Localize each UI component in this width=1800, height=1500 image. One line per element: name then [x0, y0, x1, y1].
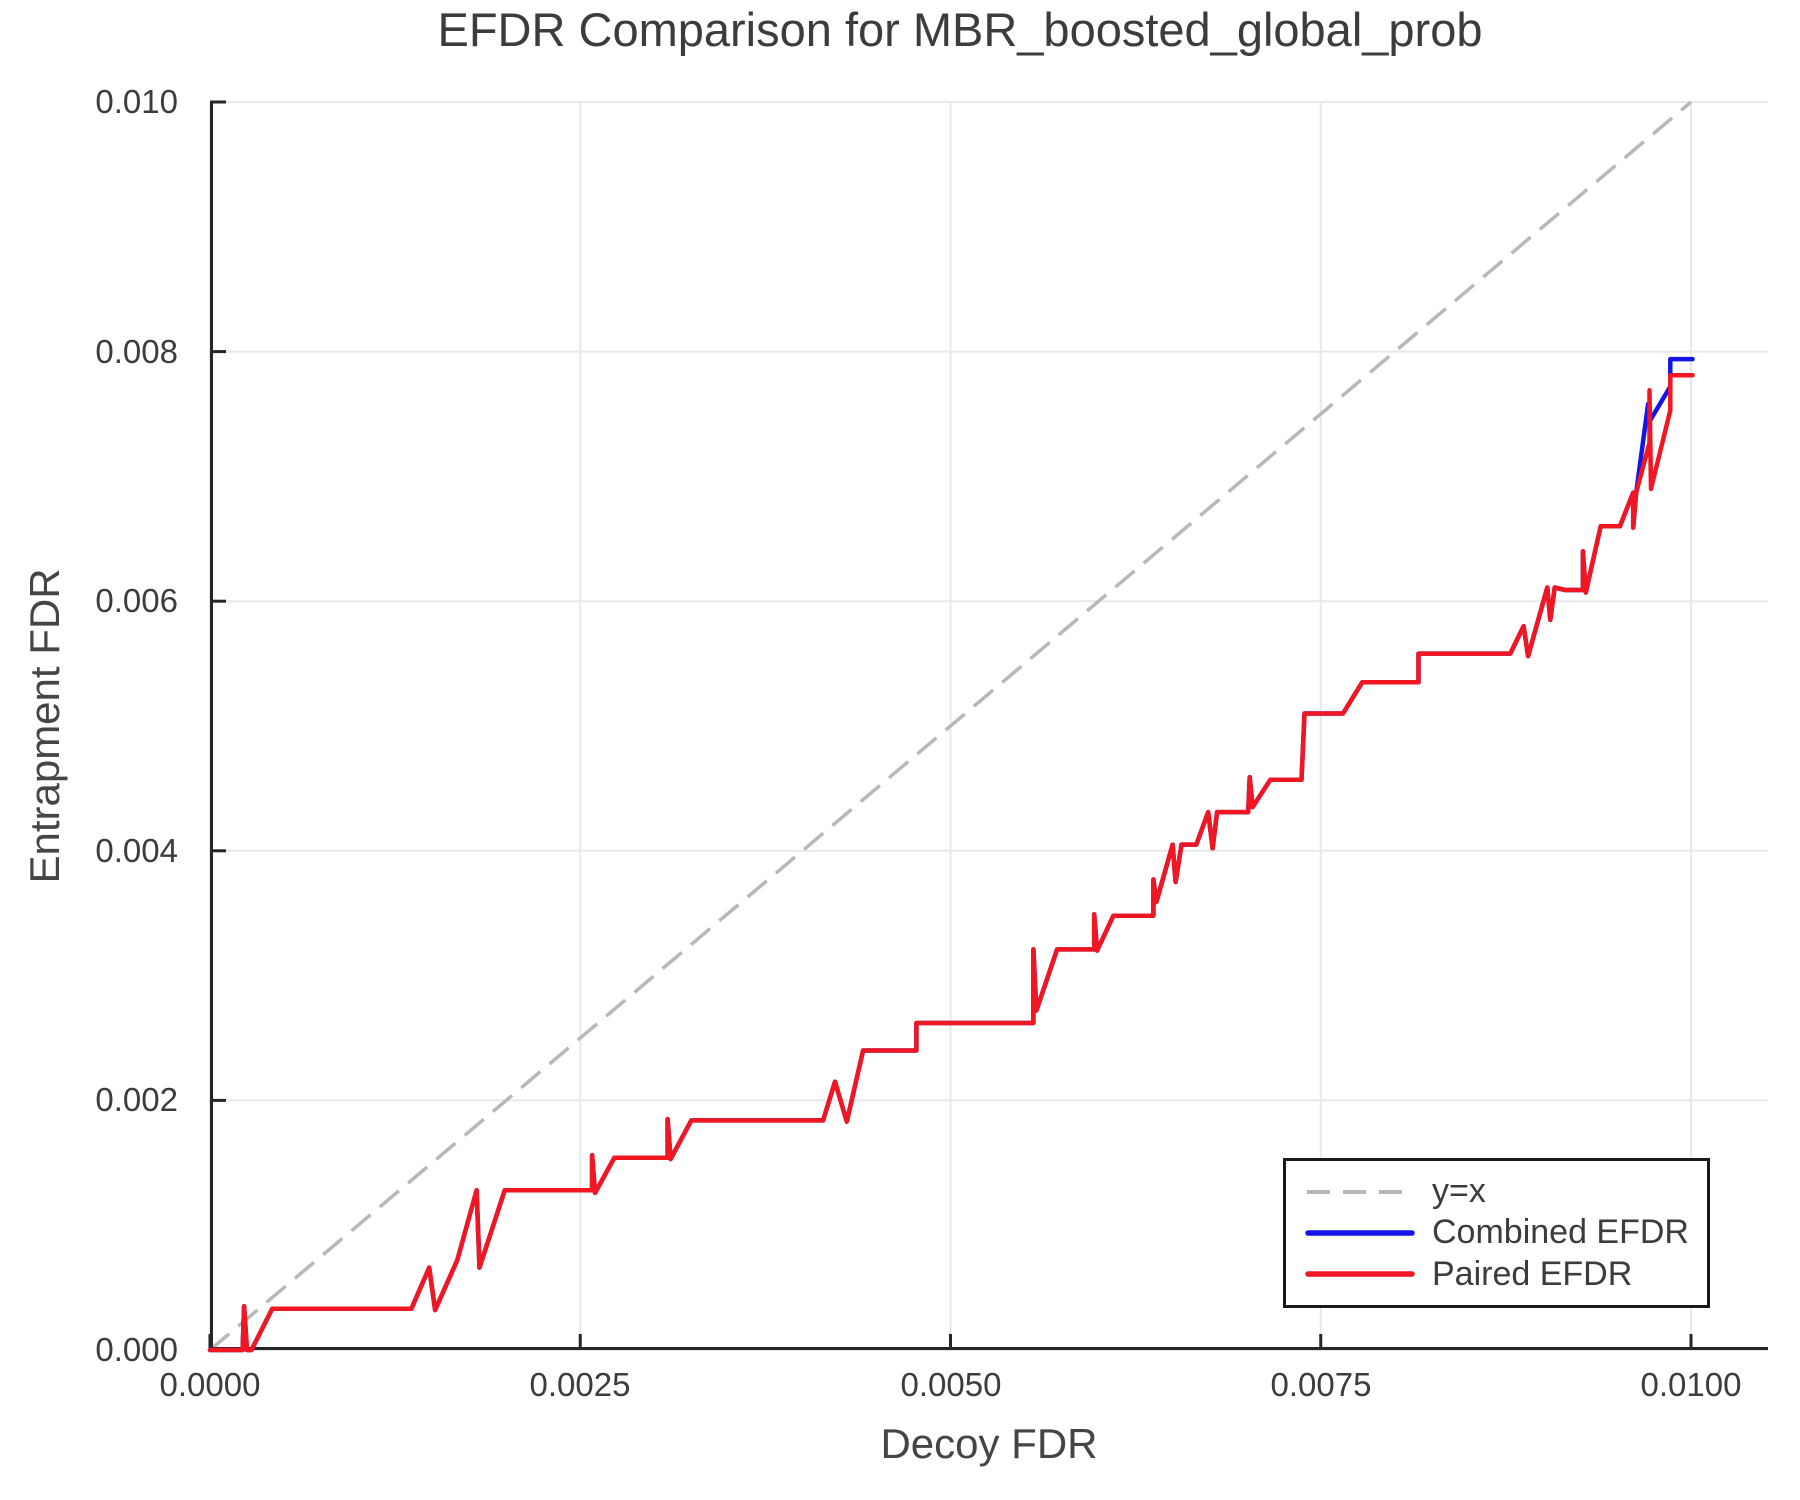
x-tick-label: 0.0100 [1640, 1366, 1742, 1403]
solid-line-icon [1305, 1230, 1415, 1236]
legend-row: y=x [1304, 1172, 1689, 1211]
legend-label: Combined EFDR [1432, 1213, 1689, 1252]
plot-canvas [207, 100, 1768, 1353]
y-tick-label: 0.010 [95, 83, 178, 120]
plot-area [207, 100, 1768, 1353]
chart-title: EFDR Comparison for MBR_boosted_global_p… [437, 3, 1483, 56]
y-tick-label: 0.000 [95, 1331, 178, 1368]
legend-label: y=x [1432, 1172, 1486, 1211]
y-tick-label: 0.006 [95, 582, 178, 619]
x-tick-label: 0.0000 [159, 1366, 261, 1403]
legend: y=x Combined EFDR Paired EFDR [1283, 1158, 1710, 1308]
x-tick-label: 0.0050 [900, 1366, 1002, 1403]
x-axis-label: Decoy FDR [880, 1420, 1098, 1467]
legend-row: Combined EFDR [1304, 1213, 1689, 1252]
y-tick-label: 0.008 [95, 333, 178, 370]
legend-label: Paired EFDR [1432, 1254, 1633, 1293]
y-tick-label: 0.002 [95, 1081, 178, 1118]
legend-row: Paired EFDR [1304, 1255, 1689, 1293]
x-tick-label: 0.0025 [529, 1366, 631, 1403]
dashed-line-icon [1307, 1189, 1413, 1194]
y-tick-label: 0.004 [95, 832, 178, 869]
solid-line-icon [1305, 1271, 1415, 1278]
x-tick-label: 0.0075 [1270, 1366, 1372, 1403]
